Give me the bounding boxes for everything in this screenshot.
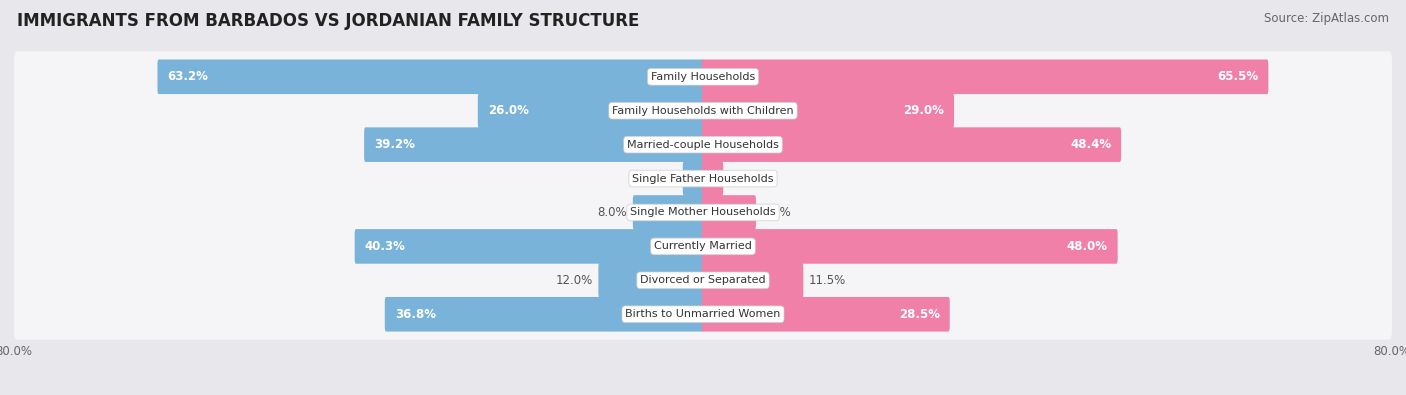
Text: Divorced or Separated: Divorced or Separated bbox=[640, 275, 766, 285]
FancyBboxPatch shape bbox=[14, 153, 1392, 204]
FancyBboxPatch shape bbox=[157, 60, 704, 94]
FancyBboxPatch shape bbox=[354, 229, 704, 264]
FancyBboxPatch shape bbox=[478, 93, 704, 128]
FancyBboxPatch shape bbox=[633, 195, 704, 230]
Text: 39.2%: 39.2% bbox=[374, 138, 415, 151]
FancyBboxPatch shape bbox=[702, 161, 723, 196]
Text: Single Mother Households: Single Mother Households bbox=[630, 207, 776, 218]
Text: 8.0%: 8.0% bbox=[598, 206, 627, 219]
Text: 48.4%: 48.4% bbox=[1070, 138, 1111, 151]
FancyBboxPatch shape bbox=[702, 127, 1121, 162]
FancyBboxPatch shape bbox=[14, 119, 1392, 170]
Text: 12.0%: 12.0% bbox=[555, 274, 593, 287]
Text: Source: ZipAtlas.com: Source: ZipAtlas.com bbox=[1264, 12, 1389, 25]
Text: 48.0%: 48.0% bbox=[1067, 240, 1108, 253]
Text: 36.8%: 36.8% bbox=[395, 308, 436, 321]
Text: Currently Married: Currently Married bbox=[654, 241, 752, 251]
Legend: Immigrants from Barbados, Jordanian: Immigrants from Barbados, Jordanian bbox=[554, 391, 852, 395]
Text: Family Households with Children: Family Households with Children bbox=[612, 106, 794, 116]
FancyBboxPatch shape bbox=[14, 221, 1392, 272]
FancyBboxPatch shape bbox=[702, 263, 803, 298]
Text: 29.0%: 29.0% bbox=[903, 104, 945, 117]
FancyBboxPatch shape bbox=[702, 297, 949, 331]
Text: 6.0%: 6.0% bbox=[762, 206, 792, 219]
FancyBboxPatch shape bbox=[14, 289, 1392, 340]
Text: 2.2%: 2.2% bbox=[728, 172, 759, 185]
Text: Births to Unmarried Women: Births to Unmarried Women bbox=[626, 309, 780, 319]
Text: Family Households: Family Households bbox=[651, 72, 755, 82]
Text: Married-couple Households: Married-couple Households bbox=[627, 140, 779, 150]
FancyBboxPatch shape bbox=[14, 187, 1392, 238]
Text: 26.0%: 26.0% bbox=[488, 104, 529, 117]
Text: 11.5%: 11.5% bbox=[808, 274, 846, 287]
FancyBboxPatch shape bbox=[385, 297, 704, 331]
Text: 2.2%: 2.2% bbox=[647, 172, 678, 185]
FancyBboxPatch shape bbox=[364, 127, 704, 162]
Text: 28.5%: 28.5% bbox=[898, 308, 939, 321]
Text: IMMIGRANTS FROM BARBADOS VS JORDANIAN FAMILY STRUCTURE: IMMIGRANTS FROM BARBADOS VS JORDANIAN FA… bbox=[17, 12, 640, 30]
Text: 40.3%: 40.3% bbox=[364, 240, 405, 253]
FancyBboxPatch shape bbox=[599, 263, 704, 298]
FancyBboxPatch shape bbox=[14, 51, 1392, 102]
FancyBboxPatch shape bbox=[702, 229, 1118, 264]
Text: 65.5%: 65.5% bbox=[1218, 70, 1258, 83]
FancyBboxPatch shape bbox=[702, 93, 955, 128]
FancyBboxPatch shape bbox=[14, 255, 1392, 306]
Text: 63.2%: 63.2% bbox=[167, 70, 208, 83]
FancyBboxPatch shape bbox=[702, 60, 1268, 94]
FancyBboxPatch shape bbox=[14, 85, 1392, 136]
Text: Single Father Households: Single Father Households bbox=[633, 173, 773, 184]
FancyBboxPatch shape bbox=[702, 195, 756, 230]
FancyBboxPatch shape bbox=[683, 161, 704, 196]
